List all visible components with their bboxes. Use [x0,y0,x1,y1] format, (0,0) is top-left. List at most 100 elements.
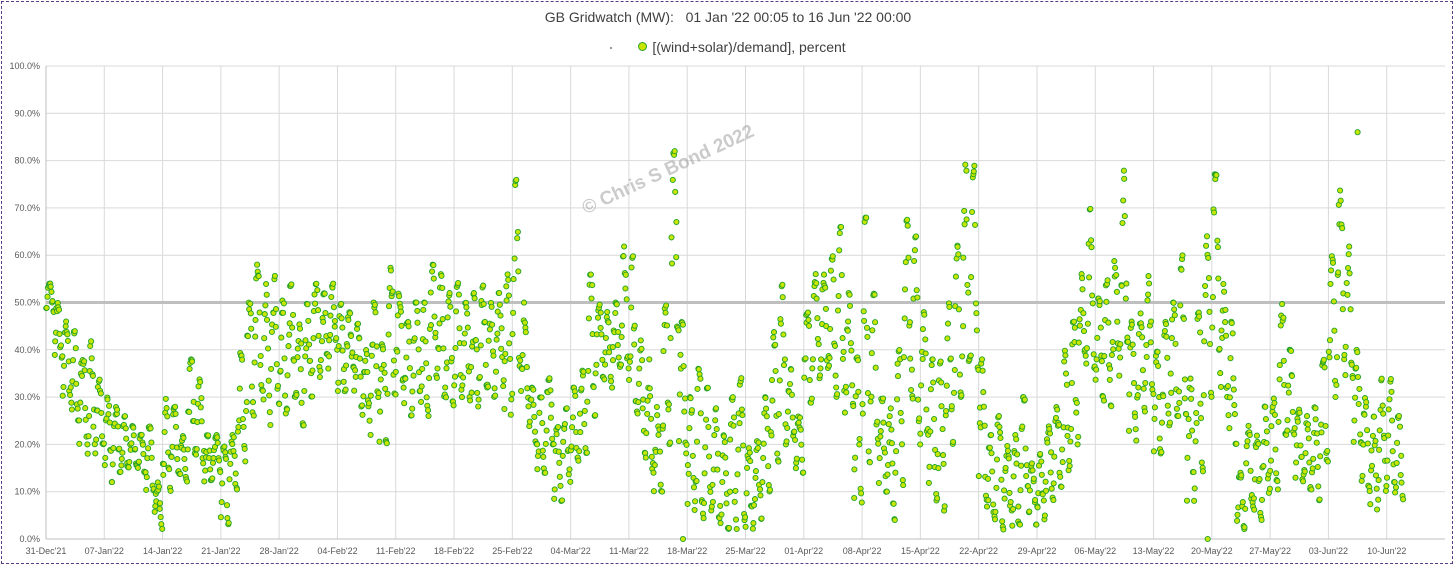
data-point [755,439,762,446]
data-point [668,234,675,241]
data-point [219,480,226,487]
data-point [876,455,883,462]
data-point [1089,292,1096,299]
data-point [1300,478,1307,485]
data-point [510,276,517,283]
data-point [669,176,676,183]
data-point [434,365,441,372]
data-point [561,420,568,428]
data-point [99,433,106,440]
data-point [1268,423,1275,430]
data-point [1175,412,1182,420]
data-point [580,368,587,375]
data-point [222,455,230,462]
data-point [809,356,816,363]
data-point [451,382,458,389]
data-point [84,450,91,457]
data-point [243,399,250,406]
data-point [946,303,953,310]
data-point [618,333,625,341]
data-point [732,487,739,494]
data-point [1192,438,1199,445]
data-point [814,315,821,322]
data-point [795,419,802,426]
data-point [1216,345,1223,352]
data-point [325,353,333,360]
data-point [1276,362,1283,369]
data-point [836,247,843,254]
data-point [1214,237,1221,244]
data-point [1075,339,1082,346]
x-tick-label: 31-Dec'21 [26,546,67,556]
data-point [271,272,278,279]
data-point [317,367,324,374]
data-point [806,377,813,384]
data-point [712,417,719,424]
data-point [894,360,901,367]
data-point [335,343,342,350]
data-point [338,315,345,322]
data-point [143,486,150,493]
data-point [1227,355,1234,362]
data-point [618,322,625,329]
data-point [682,395,689,402]
data-point [494,330,501,337]
data-point [440,345,447,352]
data-point [880,395,887,402]
x-tick-label: 03-Jun'22 [1309,546,1348,556]
data-point [236,385,243,392]
data-point [55,306,63,313]
data-point [1215,275,1222,282]
data-point [1132,413,1139,420]
data-point [838,272,845,279]
x-tick-label: 01-Apr'22 [784,546,823,556]
data-point [969,208,976,216]
data-point [1272,446,1279,453]
data-point [937,358,944,365]
data-point [768,432,775,439]
data-point [1071,324,1078,331]
y-tick-label: 10.0% [14,487,40,497]
data-point [683,441,690,448]
data-point [156,505,163,512]
data-point [1079,275,1086,282]
data-point [239,356,246,363]
data-point [1092,376,1099,383]
data-point [1197,400,1204,407]
data-point [770,334,777,341]
data-point [1088,244,1095,251]
data-point [1256,476,1263,483]
data-point [575,457,582,464]
data-point [760,440,767,447]
data-point [172,423,180,430]
data-point [302,353,309,360]
data-point [78,372,86,379]
data-point [623,296,630,303]
data-point [784,408,791,415]
data-point [76,440,83,447]
data-point [534,466,541,473]
data-point [686,425,693,432]
data-point [1285,382,1292,389]
data-point [727,436,734,443]
data-point [1263,439,1270,447]
data-point [1123,280,1130,287]
data-point [914,294,921,301]
data-point [565,471,572,478]
data-point [1172,340,1179,347]
data-point [1368,447,1375,454]
data-point [44,293,51,300]
data-point [471,295,478,302]
data-point [1327,280,1334,287]
data-point [1348,361,1355,368]
data-point [1298,453,1305,460]
data-point [1228,320,1235,327]
data-point [1344,291,1351,298]
data-point [1274,478,1281,485]
data-point [52,338,59,345]
data-point [1284,417,1291,424]
data-point [796,414,804,421]
data-point [1221,288,1228,295]
data-point [653,403,660,411]
data-point [680,363,687,370]
